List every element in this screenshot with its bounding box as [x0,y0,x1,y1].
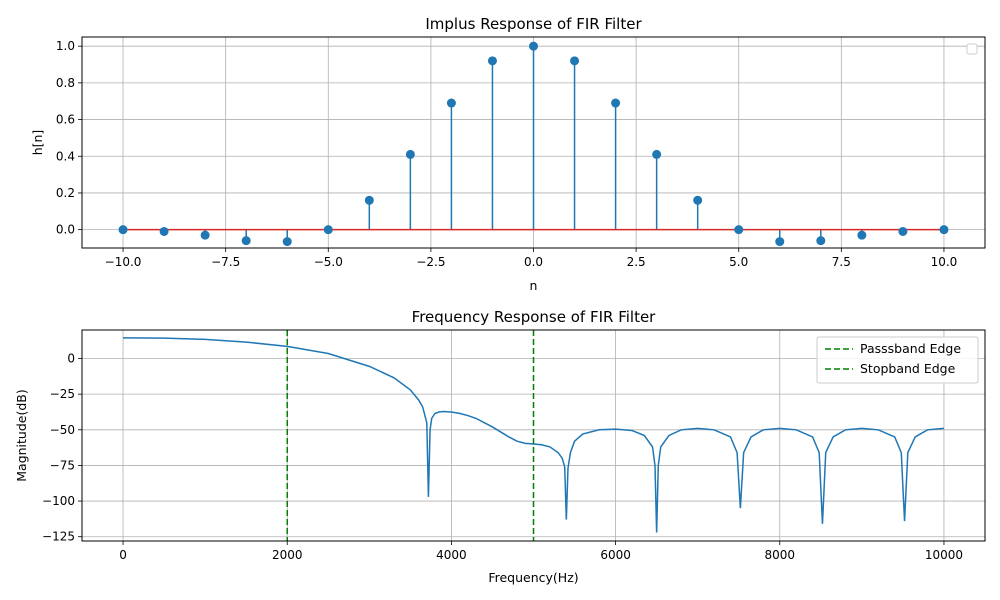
x-tick-label: 8000 [764,548,795,562]
x-tick-label: 0.0 [524,255,543,269]
x-tick-label: 5.0 [729,255,748,269]
stem-marker [898,226,908,236]
stem-marker [570,56,580,66]
stem-marker [364,195,374,205]
frequency-y-ticks: 0 −25 −50 −75 −100 −125 [42,352,82,544]
stem-marker [816,236,826,246]
stem-marker [775,237,785,247]
x-tick-label: 7.5 [832,255,851,269]
stem-marker [200,230,210,240]
impulse-y-axis-label: h[n] [30,130,45,156]
frequency-axes-frame [81,329,986,542]
x-tick-label: −2.5 [416,255,445,269]
stem-marker [734,225,744,235]
frequency-legend-box [816,336,979,384]
stem-marker [118,225,128,235]
stem-marker [159,226,169,236]
impulse-x-axis-label: n [530,278,538,293]
stem-marker [282,237,292,247]
impulse-chart-title: Implus Response of FIR Filter [425,15,642,33]
impulse-stems [163,46,904,242]
stem-marker [857,230,867,240]
stem-marker [693,195,703,205]
y-tick-label: 0 [67,352,75,366]
y-tick-label: 0.8 [56,76,75,90]
frequency-response-axes: 0 2000 4000 6000 8000 10000 0 −25 −50 −75 −100 −12… [14,308,986,585]
y-tick-label: −100 [42,494,75,508]
x-tick-label: −7.5 [211,255,240,269]
stem-marker [611,98,621,108]
x-tick-label: 2000 [272,548,303,562]
impulse-x-ticks: −10.0 −7.5 −5.0 −2.5 0.0 2.5 5.0 7.5 10.0 [105,248,958,269]
x-tick-label: 2.5 [627,255,646,269]
stem-marker [323,225,333,235]
x-tick-label: −5.0 [314,255,343,269]
frequency-legend: Passsband Edge Stopband Edge [816,336,979,384]
frequency-x-ticks: 0 2000 4000 6000 8000 10000 [119,541,963,562]
y-tick-label: −125 [42,530,75,544]
impulse-y-ticks: 0.0 0.2 0.4 0.6 0.8 1.0 [56,39,82,237]
y-tick-label: 0.0 [56,223,75,237]
stem-marker [241,236,251,246]
legend-stopband-label: Stopband Edge [860,361,956,376]
y-tick-label: 0.4 [56,149,75,163]
stem-marker [446,98,456,108]
stem-marker [487,56,497,66]
x-tick-label: 6000 [600,548,631,562]
impulse-markers [118,41,949,247]
x-tick-label: 0 [119,548,127,562]
magnitude-line [123,337,945,533]
y-tick-label: 1.0 [56,39,75,53]
x-tick-label: 4000 [436,548,467,562]
frequency-chart-title: Frequency Response of FIR Filter [412,308,657,326]
stem-marker [652,149,662,159]
legend-passband-label: Passsband Edge [860,341,961,356]
impulse-legend-box [966,43,978,55]
x-tick-label: −10.0 [105,255,142,269]
y-tick-label: −50 [50,423,75,437]
stem-marker [405,149,415,159]
x-tick-label: 10000 [925,548,963,562]
frequency-x-axis-label: Frequency(Hz) [488,570,578,585]
y-tick-label: 0.2 [56,186,75,200]
stem-marker [529,41,538,51]
y-tick-label: −75 [50,458,75,472]
y-tick-label: 0.6 [56,113,75,127]
stem-marker [939,225,949,235]
frequency-y-axis-label: Magnitude(dB) [14,389,29,482]
y-tick-label: −25 [50,387,75,401]
impulse-response-axes: −10.0 −7.5 −5.0 −2.5 0.0 2.5 5.0 7.5 10.0 0.0 0.2… [30,15,986,293]
x-tick-label: 10.0 [931,255,958,269]
